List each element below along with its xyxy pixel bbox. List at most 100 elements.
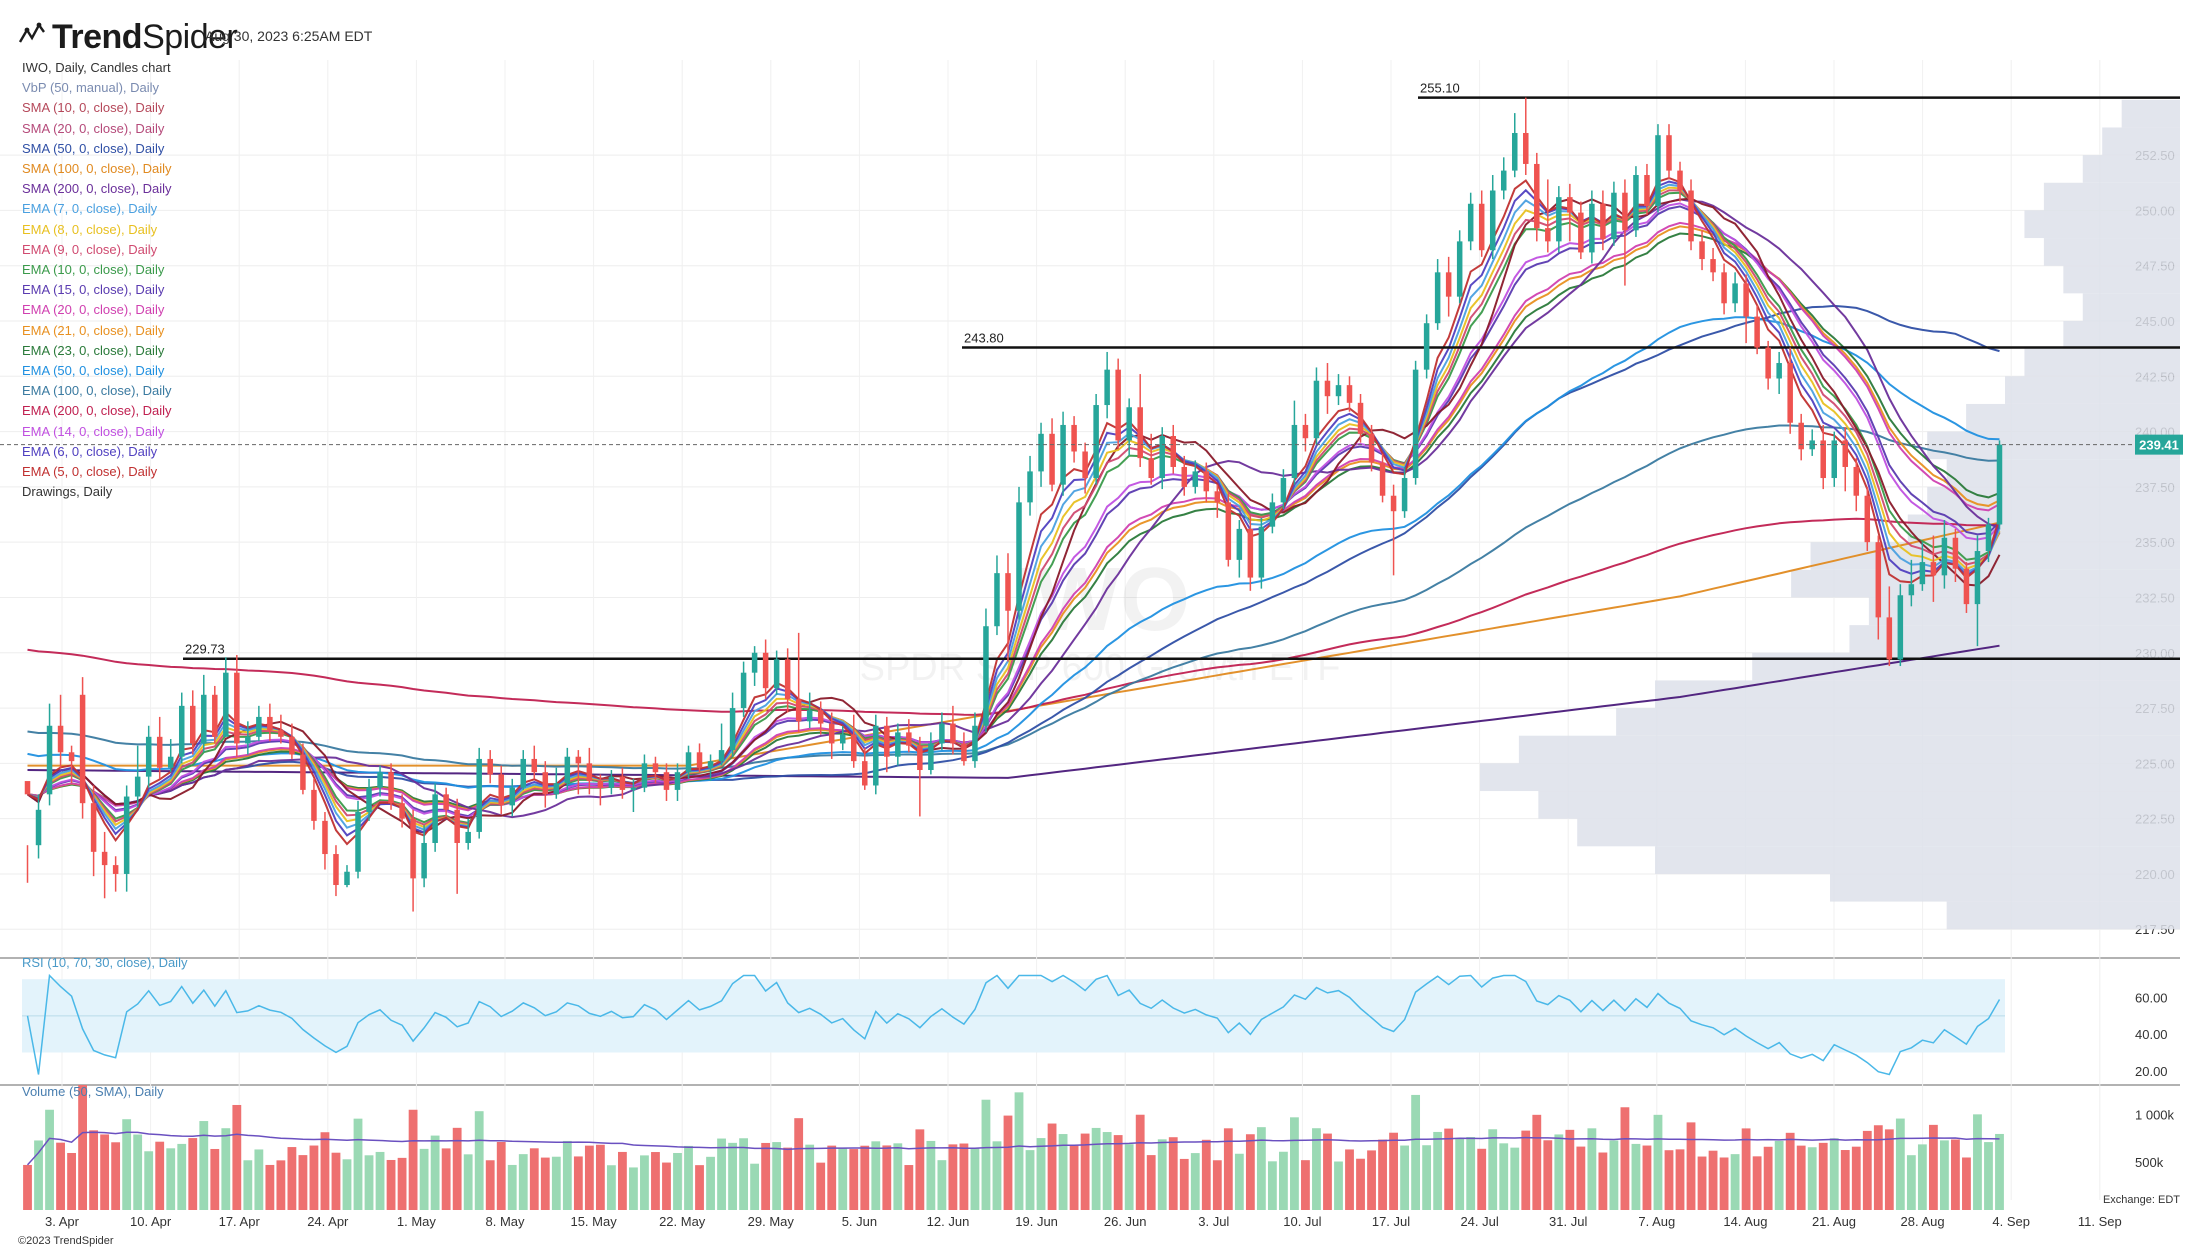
volume-bar [1906, 1155, 1916, 1210]
volume-bar [706, 1156, 715, 1210]
legend-item[interactable]: EMA (23, 0, close), Daily [22, 342, 165, 358]
candle-body [961, 743, 967, 762]
volume-bar [485, 1160, 495, 1210]
volume-bar [1840, 1150, 1850, 1210]
vbp-bar [1810, 542, 2180, 570]
legend-item[interactable]: EMA (15, 0, close), Daily [22, 282, 165, 298]
ma-line [26, 304, 2000, 806]
legend-item[interactable]: EMA (7, 0, close), Daily [22, 201, 158, 217]
candle-body [101, 851, 108, 866]
legend-item[interactable]: SMA (20, 0, close), Daily [22, 120, 165, 136]
candle-body [983, 626, 989, 726]
volume-bars [23, 1084, 2004, 1210]
volume-bar [551, 1156, 561, 1210]
candle-body [112, 865, 119, 874]
volume-bar [684, 1145, 693, 1210]
legend-item[interactable]: EMA (20, 0, close), Daily [22, 302, 165, 318]
legend-item[interactable]: EMA (100, 0, close), Daily [22, 383, 172, 399]
legend-item[interactable]: EMA (9, 0, close), Daily [22, 241, 158, 257]
volume-bar [254, 1149, 264, 1210]
legend-item[interactable]: EMA (50, 0, close), Daily [22, 363, 165, 379]
volume-bar [430, 1135, 440, 1210]
volume-bar [320, 1132, 330, 1210]
legend-item[interactable]: EMA (8, 0, close), Daily [22, 221, 158, 237]
legend-item[interactable]: SMA (10, 0, close), Daily [22, 100, 165, 116]
volume-bar [573, 1156, 583, 1210]
volume-bar [1102, 1132, 1112, 1210]
legend-item[interactable]: EMA (21, 0, close), Daily [22, 322, 165, 338]
volume-bar [199, 1121, 209, 1210]
volume-bar [1091, 1127, 1101, 1210]
legend-item[interactable]: IWO, Daily, Candles chart [22, 60, 171, 75]
volume-bar [1058, 1134, 1068, 1210]
vbp-bar [2043, 238, 2180, 266]
volume-bar [1003, 1115, 1013, 1210]
ma-line [27, 202, 2001, 819]
candle-body [1545, 228, 1551, 242]
volume-bar [1400, 1145, 1409, 1210]
vbp-bar [1946, 459, 2180, 487]
legend-item[interactable]: Drawings, Daily [22, 484, 113, 500]
candle-body [1710, 259, 1716, 273]
vbp-bar [2121, 99, 2180, 128]
volume-bar [1245, 1134, 1255, 1210]
candle-body [1534, 163, 1540, 229]
candle-body [1886, 617, 1893, 660]
volume-bar [518, 1154, 528, 1210]
rsi-label: RSI (10, 70, 30, close), Daily [22, 955, 188, 970]
legend-item[interactable]: VbP (50, manual), Daily [22, 80, 160, 96]
volume-bar [1862, 1130, 1872, 1210]
level-label: 255.10 [1420, 81, 1460, 96]
legend-item[interactable]: EMA (5, 0, close), Daily [22, 464, 158, 480]
candle-body [1798, 422, 1804, 450]
legend-item[interactable]: SMA (100, 0, close), Daily [22, 161, 172, 177]
volume-bar [717, 1138, 726, 1210]
candle-body [1732, 283, 1738, 304]
volume-bar [1025, 1150, 1035, 1210]
rsi-tick-label: 40.00 [2135, 1027, 2168, 1042]
volume-bar [1301, 1160, 1310, 1210]
legend-item[interactable]: SMA (200, 0, close), Daily [22, 181, 172, 197]
candle-body [972, 725, 978, 762]
legend-item[interactable]: EMA (10, 0, close), Daily [22, 262, 165, 278]
candle-body [1489, 190, 1496, 251]
candle-body [1853, 466, 1860, 496]
volume-bar [529, 1148, 539, 1210]
candle-body [1677, 170, 1683, 191]
volume-bar [364, 1155, 374, 1210]
candle-body [1192, 471, 1199, 487]
volume-bar [45, 1109, 54, 1210]
chart-header: TrendSpider Aug 30, 2023 6:25AM EDT [0, 0, 2207, 60]
vbp-bar [1655, 680, 2180, 709]
legend-item[interactable]: EMA (200, 0, close), Daily [22, 403, 172, 419]
volume-bar [507, 1164, 517, 1210]
time-tick-label: 22. May [659, 1214, 706, 1229]
candle-body [1236, 528, 1243, 560]
legend-item[interactable]: EMA (14, 0, close), Daily [22, 423, 165, 439]
volume-bar [827, 1145, 837, 1210]
volume-bar [1521, 1130, 1531, 1210]
candle-body [1842, 440, 1849, 467]
vbp-bar [2005, 376, 2180, 404]
candle-body [806, 710, 813, 722]
candle-body [1820, 440, 1826, 479]
volume-bar [386, 1159, 396, 1210]
candle-body [1754, 316, 1760, 348]
volume-bar [1411, 1094, 1421, 1210]
volume-bar [1532, 1114, 1542, 1210]
ma-line [27, 517, 2000, 716]
volume-bar [662, 1162, 671, 1210]
candle-body [950, 723, 956, 744]
candle-body [167, 756, 174, 768]
candle-body [1214, 491, 1221, 503]
volume-bar [728, 1142, 737, 1210]
legend-item[interactable]: EMA (6, 0, close), Daily [22, 443, 158, 459]
volume-bar [166, 1148, 176, 1210]
volume-bar [1466, 1137, 1476, 1210]
vbp-bar [1849, 625, 2180, 653]
candle-body [355, 812, 361, 872]
legend-item[interactable]: SMA (50, 0, close), Daily [22, 140, 165, 156]
volume-bar [1543, 1140, 1553, 1210]
volume-bar [926, 1140, 936, 1210]
